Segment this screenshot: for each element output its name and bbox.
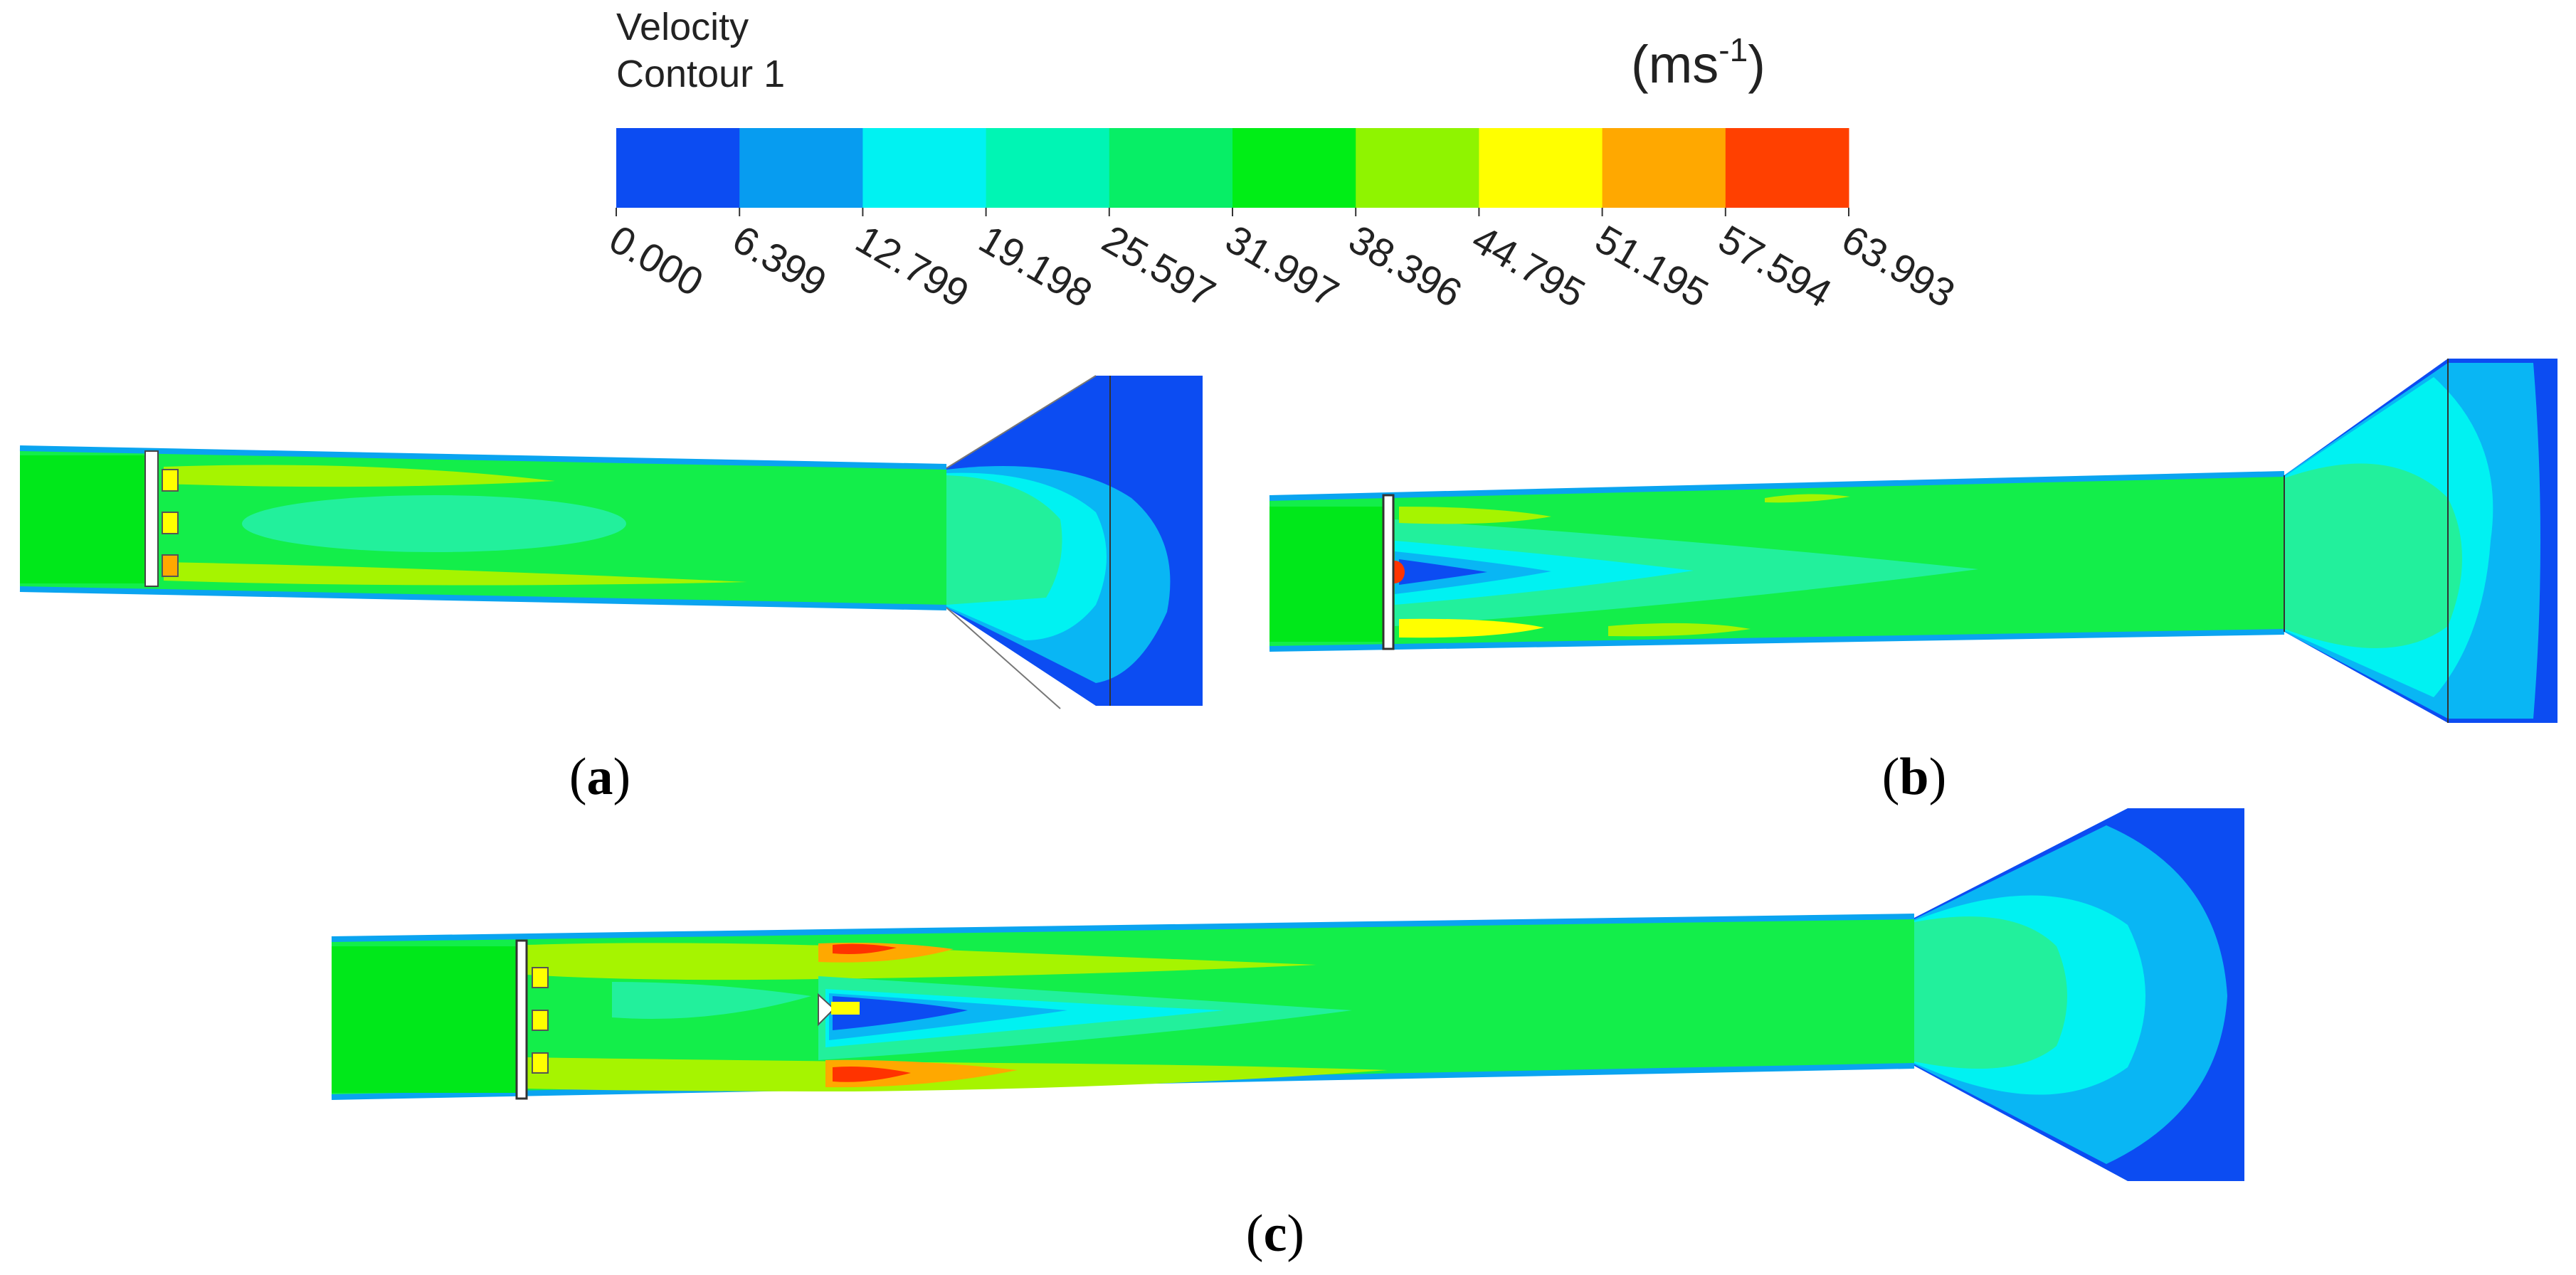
panel-b-wake-blue <box>1399 559 1487 585</box>
panel-b-diffuser-teal <box>2284 463 2462 649</box>
velocity-legend: Velocity Contour 1 (ms-1) 0.000 6.399 12.7… <box>602 6 1963 316</box>
panel-b-mid-streak <box>1608 623 1751 637</box>
legend-tick-label: 57.594 <box>1711 216 1839 316</box>
panel-a-label: (a) <box>569 748 630 806</box>
legend-title-line2: Contour 1 <box>616 53 785 95</box>
legend-tick-label: 12.799 <box>848 216 976 316</box>
panel-a-lower-streak <box>164 562 747 586</box>
panel-a-guide-bottom <box>946 607 1061 709</box>
panel-a-fan-gap <box>144 450 159 587</box>
legend-swatch <box>1602 128 1726 208</box>
legend-swatch <box>1725 128 1849 208</box>
panel-a-fan-blade-3 <box>162 554 179 577</box>
legend-unit-base: (ms <box>1631 35 1719 94</box>
panel-b-wake-teal <box>1395 519 1978 626</box>
panel-c-letter: c <box>1264 1205 1287 1263</box>
panel-c-nacelle-hotspot <box>831 1002 860 1015</box>
panel-c-fan-blade-1 <box>532 967 549 988</box>
panel-b-wake-cyan <box>1395 541 1694 605</box>
panel-b-lower-streak <box>1399 618 1544 638</box>
panel-c-fan-gap <box>515 939 528 1100</box>
legend-color-bar <box>616 128 1849 208</box>
legend-tick-labels: 0.000 6.399 12.79919.19825.59731.99738.396… <box>602 208 1963 316</box>
legend-swatch <box>1356 128 1479 208</box>
panel-b-contour: (b) <box>1269 359 2557 806</box>
legend-swatch <box>862 128 987 208</box>
panel-a-diffuser-teal <box>946 475 1062 605</box>
panel-b-inlet-region <box>1269 507 1383 642</box>
legend-tick-label: 6.399 <box>725 216 834 305</box>
panel-c-wake-blue <box>833 996 968 1030</box>
legend-tick-label: 51.195 <box>1588 216 1716 316</box>
legend-title-line1: Velocity <box>616 6 749 48</box>
panel-c-upper-band-red <box>833 943 897 954</box>
legend-tick-label: 38.396 <box>1341 216 1469 316</box>
legend-unit-close: ) <box>1748 35 1765 94</box>
panel-c-fan-blade-3 <box>532 1052 549 1074</box>
legend-tick-label: 25.597 <box>1095 216 1223 316</box>
panel-a-inlet-region <box>20 455 148 583</box>
panel-a-upper-streak <box>164 465 555 487</box>
panel-a-wall-top <box>19 445 947 470</box>
legend-tick-label: 0.000 <box>602 216 711 305</box>
panel-a-core-region <box>242 495 626 552</box>
panel-a-wall-bottom <box>19 586 947 610</box>
legend-tick-label: 63.993 <box>1835 216 1963 316</box>
legend-swatch <box>1109 128 1233 208</box>
panel-c-label: (c) <box>1246 1205 1304 1263</box>
legend-unit-sup: -1 <box>1719 31 1748 68</box>
legend-tick-label: 19.198 <box>972 216 1100 316</box>
panel-c-contour: (c) <box>331 808 2244 1263</box>
panel-b-fan-gap <box>1382 494 1395 650</box>
panel-b-upper-streak <box>1399 507 1551 524</box>
legend-tick-label: 44.795 <box>1464 216 1593 316</box>
legend-unit: (ms-1) <box>1631 31 1765 94</box>
panel-c-wall-top <box>331 914 1915 942</box>
panel-b-wall-top <box>1269 471 2285 501</box>
panel-c-inlet-region <box>332 946 517 1093</box>
panel-c-fan-blade-2 <box>532 1010 549 1031</box>
panel-b-letter: b <box>1899 748 1928 806</box>
legend-swatch <box>616 128 740 208</box>
legend-swatch <box>1479 128 1603 208</box>
panel-c-lower-band-orange <box>825 1059 1018 1088</box>
panel-a-fan-blade-2 <box>162 512 179 534</box>
legend-tick-label: 31.997 <box>1218 216 1346 316</box>
panel-b-wall-bottom <box>1269 629 2285 652</box>
panel-b-top-streak <box>1765 494 1850 503</box>
panel-c-upper-band-yellow <box>527 943 1316 980</box>
panel-c-upstream-teal <box>612 982 811 1019</box>
panel-a-contour: (a) <box>19 375 1203 806</box>
legend-swatch <box>986 128 1110 208</box>
panel-a-guide-top <box>946 375 1097 469</box>
panel-b-label: (b) <box>1882 748 1946 806</box>
panel-a-letter: a <box>587 748 613 806</box>
panel-c-lower-band-red <box>833 1067 911 1082</box>
legend-swatch <box>739 128 863 208</box>
panel-c-nacelle <box>818 993 835 1027</box>
panel-c-diffuser-teal <box>1914 916 2067 1069</box>
panel-a-fan-blade-1 <box>162 469 179 492</box>
legend-swatch <box>1232 128 1356 208</box>
